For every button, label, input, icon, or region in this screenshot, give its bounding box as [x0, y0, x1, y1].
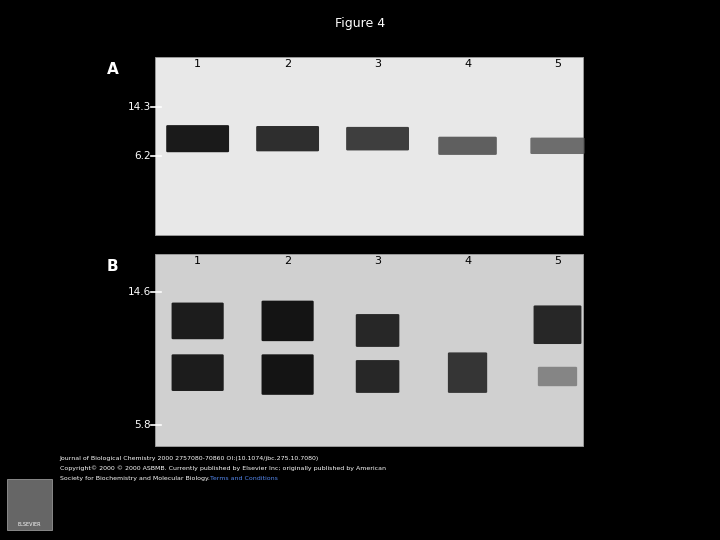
Text: Copyright© 2000 © 2000 ASBMB. Currently published by Elsevier Inc; originally pu: Copyright© 2000 © 2000 ASBMB. Currently …: [60, 465, 386, 471]
Text: 2: 2: [284, 256, 291, 266]
FancyBboxPatch shape: [356, 314, 400, 347]
Text: 5.8: 5.8: [135, 420, 151, 430]
Text: 3: 3: [374, 59, 381, 69]
FancyBboxPatch shape: [346, 127, 409, 151]
FancyBboxPatch shape: [448, 353, 487, 393]
FancyBboxPatch shape: [171, 354, 224, 391]
Bar: [155, 254, 583, 446]
FancyBboxPatch shape: [261, 354, 314, 395]
Text: 3: 3: [374, 256, 381, 266]
Text: 5: 5: [554, 256, 561, 266]
Text: 6.2: 6.2: [135, 152, 151, 161]
FancyBboxPatch shape: [538, 367, 577, 386]
Text: 1: 1: [194, 59, 201, 69]
FancyBboxPatch shape: [261, 301, 314, 341]
Text: 4: 4: [464, 59, 471, 69]
Text: 1: 1: [194, 256, 201, 266]
FancyBboxPatch shape: [356, 360, 400, 393]
FancyBboxPatch shape: [171, 302, 224, 339]
Text: 14.6: 14.6: [128, 287, 151, 297]
Text: ELSEVIER: ELSEVIER: [18, 522, 41, 526]
Text: 14.3: 14.3: [128, 102, 151, 112]
Bar: [7, 479, 52, 530]
FancyBboxPatch shape: [531, 138, 585, 154]
FancyBboxPatch shape: [534, 306, 582, 344]
Text: 2: 2: [284, 59, 291, 69]
Text: Journal of Biological Chemistry 2000 2757080-70860 OI:(10.1074/jbc.275.10.7080): Journal of Biological Chemistry 2000 275…: [60, 456, 319, 461]
Text: A: A: [107, 62, 118, 77]
Text: Figure 4: Figure 4: [335, 17, 385, 30]
FancyBboxPatch shape: [166, 125, 229, 152]
FancyBboxPatch shape: [256, 126, 319, 151]
Text: 5: 5: [554, 59, 561, 69]
Text: Terms and Conditions: Terms and Conditions: [210, 476, 277, 481]
FancyBboxPatch shape: [438, 137, 497, 155]
Text: B: B: [107, 259, 118, 274]
Bar: [155, 57, 583, 235]
Text: Society for Biochemistry and Molecular Biology.: Society for Biochemistry and Molecular B…: [60, 476, 210, 481]
Text: 4: 4: [464, 256, 471, 266]
